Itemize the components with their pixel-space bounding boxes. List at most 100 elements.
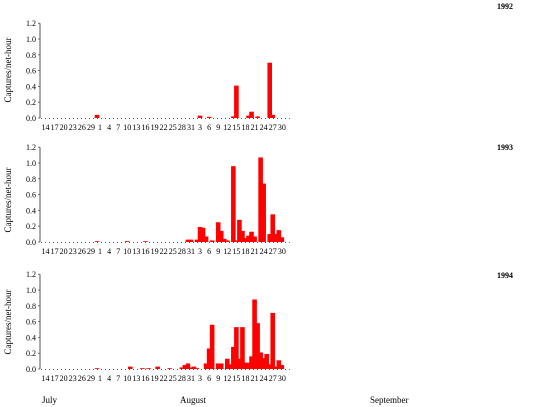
bar <box>203 363 209 369</box>
x-tick-label: 27 <box>269 123 277 132</box>
bar <box>200 227 206 242</box>
x-tick-label: 29 <box>87 374 95 383</box>
bar <box>243 362 248 369</box>
x-tick-label: 17 <box>51 374 59 383</box>
x-tick-label: 1 <box>98 247 102 256</box>
x-tick-label: 19 <box>151 247 159 256</box>
chart-title-year: 1994 <box>497 271 513 280</box>
chart-panel-1994: 1.21.00.80.60.40.20.0Captures/net-hour19… <box>3 270 513 383</box>
x-tick-label: 24 <box>260 247 268 256</box>
x-tick-label: 15 <box>232 247 240 256</box>
x-tick-label: 28 <box>178 123 186 132</box>
bar <box>209 324 215 369</box>
bar <box>240 327 245 369</box>
y-tick-label: 1.0 <box>26 159 36 168</box>
y-tick-label: 0.6 <box>26 318 36 327</box>
x-tick-label: 10 <box>123 123 131 132</box>
bar <box>252 299 257 369</box>
chart-panel-1993: 1.21.00.80.60.40.20.0Captures/net-hour19… <box>3 143 513 256</box>
x-tick-label: 25 <box>169 374 177 383</box>
x-tick-label: 7 <box>116 247 120 256</box>
bar <box>255 116 260 118</box>
bar <box>203 236 209 242</box>
x-tick-label: 4 <box>107 247 111 256</box>
x-tick-label: 7 <box>116 374 120 383</box>
y-tick-label: 0.2 <box>26 222 36 231</box>
x-tick-label: 27 <box>269 247 277 256</box>
x-tick-label: 14 <box>42 123 50 132</box>
x-tick-label: 4 <box>107 123 111 132</box>
bar <box>194 239 200 242</box>
x-tick-label: 18 <box>241 374 249 383</box>
bar <box>243 238 248 242</box>
x-tick-label: 20 <box>60 374 68 383</box>
x-tick-label: 9 <box>216 247 220 256</box>
x-tick-label: 22 <box>160 374 168 383</box>
y-tick-label: 1.2 <box>26 270 36 279</box>
bar <box>140 368 145 369</box>
x-tick-label: 17 <box>51 123 59 132</box>
bar <box>237 219 242 242</box>
bar <box>240 230 245 242</box>
x-tick-label: 31 <box>187 374 195 383</box>
bar <box>185 363 191 369</box>
bar <box>267 364 273 369</box>
x-tick-label: 10 <box>123 247 131 256</box>
bar <box>191 366 197 369</box>
bar <box>228 364 233 369</box>
bar <box>267 62 273 118</box>
chart-title-year: 1992 <box>497 2 513 11</box>
bar <box>261 357 266 369</box>
x-tick-label: 21 <box>251 123 259 132</box>
x-tick-label: 22 <box>160 247 168 256</box>
x-tick-label: 15 <box>232 123 240 132</box>
bar <box>182 365 188 369</box>
bar <box>249 231 254 242</box>
x-tick-label: 25 <box>169 247 177 256</box>
bar <box>94 114 100 118</box>
chart-panel-1992: 1.21.00.80.60.40.20.0Captures/net-hour19… <box>3 2 513 132</box>
x-tick-label: 25 <box>169 123 177 132</box>
x-tick-label: 1 <box>98 123 102 132</box>
x-tick-label: 21 <box>251 247 259 256</box>
x-tick-label: 28 <box>178 374 186 383</box>
x-tick-label: 16 <box>141 123 149 132</box>
y-tick-label: 0.0 <box>26 114 36 123</box>
y-tick-label: 0.4 <box>26 333 36 342</box>
chart-title-year: 1993 <box>497 143 513 152</box>
y-axis-label: Captures/net-hour <box>3 290 13 355</box>
bar <box>246 235 251 242</box>
bar <box>125 241 130 242</box>
bar <box>218 363 224 369</box>
x-tick-label: 7 <box>116 123 120 132</box>
x-tick-label: 16 <box>141 247 149 256</box>
x-tick-label: 26 <box>78 374 86 383</box>
bar <box>279 365 285 369</box>
y-tick-label: 0.4 <box>26 82 36 91</box>
bar <box>270 114 276 118</box>
x-tick-label: 24 <box>260 374 268 383</box>
bar <box>276 360 282 369</box>
bar <box>225 240 230 242</box>
x-tick-label: 16 <box>141 374 149 383</box>
bar <box>94 241 100 242</box>
x-tick-label: 12 <box>223 247 231 256</box>
bar <box>94 368 100 369</box>
bar <box>206 348 212 369</box>
x-tick-label: 9 <box>216 123 220 132</box>
x-tick-label: 20 <box>60 247 68 256</box>
x-tick-label: 23 <box>69 123 77 132</box>
x-tick-label: 23 <box>69 374 77 383</box>
x-tick-label: 31 <box>187 123 195 132</box>
y-tick-label: 0.4 <box>26 206 36 215</box>
bar <box>249 356 254 369</box>
y-tick-label: 1.2 <box>26 19 36 28</box>
x-tick-label: 3 <box>198 374 202 383</box>
x-tick-label: 29 <box>87 123 95 132</box>
x-tick-label: 26 <box>78 247 86 256</box>
month-label-july: July <box>42 395 58 405</box>
bar <box>221 238 227 242</box>
bar <box>249 111 254 118</box>
x-tick-label: 19 <box>151 123 159 132</box>
y-tick-label: 0.0 <box>26 238 36 247</box>
